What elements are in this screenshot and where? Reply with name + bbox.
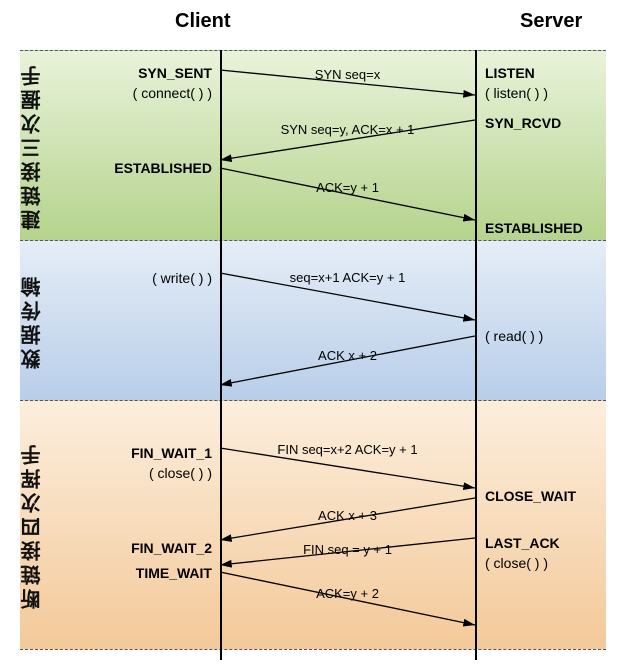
server-header: Server xyxy=(520,10,582,33)
message-label: FIN seq = y + 1 xyxy=(303,542,392,557)
server-state: ( read( ) ) xyxy=(485,328,543,344)
message-label: ACK=y + 2 xyxy=(316,586,379,601)
server-state: LAST_ACK xyxy=(485,535,560,551)
server-state: CLOSE_WAIT xyxy=(485,488,576,504)
client-state: TIME_WAIT xyxy=(136,565,212,581)
phase-close: 断链接四次挥手 xyxy=(20,400,606,650)
client-state: SYN_SENT xyxy=(138,65,212,81)
message-label: ACK=y + 1 xyxy=(316,180,379,195)
client-state: ( write( ) ) xyxy=(152,270,212,286)
phase-label-data: 数据传输 xyxy=(18,273,47,369)
client-state: FIN_WAIT_1 xyxy=(131,445,212,461)
message-label: SYN seq=y, ACK=x + 1 xyxy=(281,122,415,137)
server-state: ESTABLISHED xyxy=(485,220,583,236)
phase-data: 数据传输 xyxy=(20,240,606,400)
server-lifeline xyxy=(475,50,477,660)
message-label: seq=x+1 ACK=y + 1 xyxy=(290,270,406,285)
server-state: LISTEN xyxy=(485,65,535,81)
client-lifeline xyxy=(220,50,222,660)
client-state: ( close( ) ) xyxy=(149,465,212,481)
server-state: SYN_RCVD xyxy=(485,115,561,131)
server-state: ( close( ) ) xyxy=(485,555,548,571)
client-state: ESTABLISHED xyxy=(114,160,212,176)
client-state: ( connect( ) ) xyxy=(133,85,212,101)
tcp-sequence-diagram: Client Server 建链接三次握手数据传输断链接四次挥手 SYN_SEN… xyxy=(20,10,606,660)
client-state: FIN_WAIT_2 xyxy=(131,540,212,556)
message-label: FIN seq=x+2 ACK=y + 1 xyxy=(277,442,417,457)
message-label: ACK x + 2 xyxy=(318,348,377,363)
header: Client Server xyxy=(20,10,606,50)
message-label: ACK x + 3 xyxy=(318,508,377,523)
client-header: Client xyxy=(175,10,231,33)
server-state: ( listen( ) ) xyxy=(485,85,548,101)
phase-label-handshake: 建链接三次握手 xyxy=(18,62,47,230)
phase-label-close: 断链接四次挥手 xyxy=(18,441,47,609)
message-label: SYN seq=x xyxy=(315,67,380,82)
